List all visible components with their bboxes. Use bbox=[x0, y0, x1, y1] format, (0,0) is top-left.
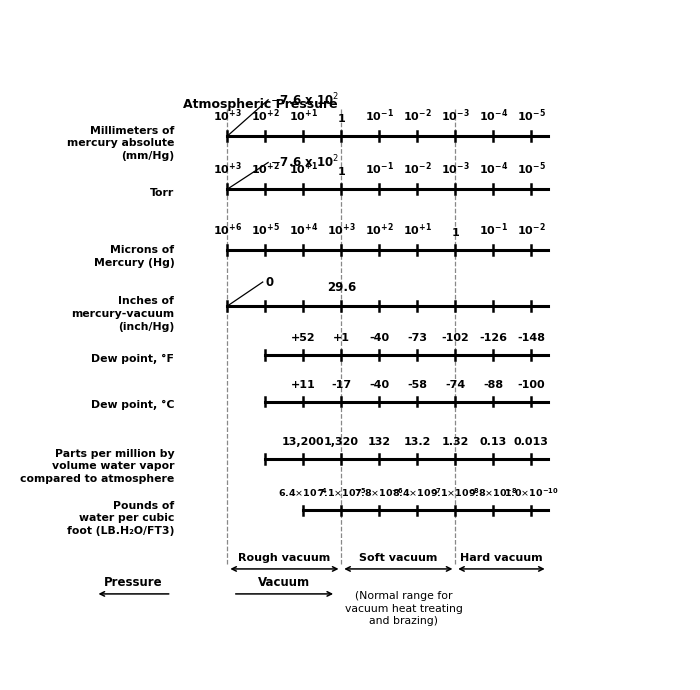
Text: 1.32: 1.32 bbox=[442, 437, 469, 447]
Text: -74: -74 bbox=[445, 380, 466, 390]
Text: $\mathbf{10}^{\mathbf{-1}}$: $\mathbf{10}^{\mathbf{-1}}$ bbox=[365, 161, 394, 177]
Text: 29.6: 29.6 bbox=[327, 282, 356, 294]
Text: Vacuum: Vacuum bbox=[258, 575, 311, 589]
Text: $\mathbf{10}^{\mathbf{+2}}$: $\mathbf{10}^{\mathbf{+2}}$ bbox=[251, 161, 280, 177]
Text: $\mathbf{10}^{\mathbf{+5}}$: $\mathbf{10}^{\mathbf{+5}}$ bbox=[251, 222, 280, 239]
Text: Pounds of
water per cubic
foot (LB.H₂O/FT3): Pounds of water per cubic foot (LB.H₂O/F… bbox=[67, 501, 174, 536]
Text: Atmospheric Pressure: Atmospheric Pressure bbox=[183, 97, 337, 110]
Text: Parts per million by
volume water vapor
compared to atmosphere: Parts per million by volume water vapor … bbox=[20, 448, 174, 484]
Text: 1,320: 1,320 bbox=[324, 437, 359, 447]
Text: 0.013: 0.013 bbox=[514, 437, 549, 447]
Text: Inches of
mercury-vacuum
(inch/Hg): Inches of mercury-vacuum (inch/Hg) bbox=[71, 296, 174, 332]
Text: $\mathbf{10}^{\mathbf{-2}}$: $\mathbf{10}^{\mathbf{-2}}$ bbox=[403, 161, 432, 177]
Text: $\mathbf{6.4}$×$\mathbf{10}^{\mathbf{-4}}$: $\mathbf{6.4}$×$\mathbf{10}^{\mathbf{-4}… bbox=[279, 486, 328, 499]
Text: $\mathbf{9.1}$×$\mathbf{10}^{\mathbf{-8}}$: $\mathbf{9.1}$×$\mathbf{10}^{\mathbf{-8}… bbox=[430, 486, 480, 499]
Text: 1: 1 bbox=[337, 115, 345, 124]
Text: $\mathbf{7.1}$×$\mathbf{10}^{\mathbf{-5}}$: $\mathbf{7.1}$×$\mathbf{10}^{\mathbf{-5}… bbox=[316, 486, 366, 499]
Text: $\mathbf{7.8}$×$\mathbf{10}^{\mathbf{-6}}$: $\mathbf{7.8}$×$\mathbf{10}^{\mathbf{-6}… bbox=[354, 486, 404, 499]
Text: -73: -73 bbox=[407, 333, 427, 343]
Text: Dew point, °C: Dew point, °C bbox=[91, 400, 174, 411]
Text: $\mathbf{10}^{\mathbf{-4}}$: $\mathbf{10}^{\mathbf{-4}}$ bbox=[479, 108, 508, 124]
Text: $\mathbf{10}^{\mathbf{+1}}$: $\mathbf{10}^{\mathbf{+1}}$ bbox=[289, 108, 318, 124]
Text: -126: -126 bbox=[480, 333, 508, 343]
Text: Soft vacuum: Soft vacuum bbox=[359, 553, 438, 563]
Text: $\mathbf{10}^{\mathbf{-5}}$: $\mathbf{10}^{\mathbf{-5}}$ bbox=[517, 108, 546, 124]
Text: -100: -100 bbox=[517, 380, 545, 390]
Text: $\mathbf{10}^{\mathbf{+1}}$: $\mathbf{10}^{\mathbf{+1}}$ bbox=[402, 222, 432, 239]
Text: $\mathbf{8.4}$×$\mathbf{10}^{\mathbf{-7}}$: $\mathbf{8.4}$×$\mathbf{10}^{\mathbf{-7}… bbox=[393, 486, 442, 499]
Text: $\mathbf{10}^{\mathbf{-1}}$: $\mathbf{10}^{\mathbf{-1}}$ bbox=[365, 108, 394, 124]
Text: 1: 1 bbox=[337, 168, 345, 177]
Text: $\mathbf{10}^{\mathbf{+3}}$: $\mathbf{10}^{\mathbf{+3}}$ bbox=[213, 108, 241, 124]
Text: +11: +11 bbox=[291, 380, 316, 390]
Text: $\mathbf{10}^{\mathbf{+3}}$: $\mathbf{10}^{\mathbf{+3}}$ bbox=[327, 222, 356, 239]
Text: Hard vacuum: Hard vacuum bbox=[460, 553, 542, 563]
Text: $\mathbf{1.0}$×$\mathbf{10}^{\mathbf{-10}}$: $\mathbf{1.0}$×$\mathbf{10}^{\mathbf{-10… bbox=[504, 486, 559, 499]
Text: $\mathbf{10}^{\mathbf{+4}}$: $\mathbf{10}^{\mathbf{+4}}$ bbox=[289, 222, 318, 239]
Text: -17: -17 bbox=[331, 380, 351, 390]
Text: $-$7.6 x 10$^2$: $-$7.6 x 10$^2$ bbox=[270, 154, 339, 171]
Text: +1: +1 bbox=[333, 333, 350, 343]
Text: -148: -148 bbox=[517, 333, 545, 343]
Text: -40: -40 bbox=[370, 333, 389, 343]
Text: $\mathbf{10}^{\mathbf{-3}}$: $\mathbf{10}^{\mathbf{-3}}$ bbox=[441, 108, 470, 124]
Text: Rough vacuum: Rough vacuum bbox=[238, 553, 330, 563]
Text: -58: -58 bbox=[407, 380, 427, 390]
Text: (Normal range for
vacuum heat treating
and brazing): (Normal range for vacuum heat treating a… bbox=[345, 591, 463, 626]
Text: $\mathbf{10}^{\mathbf{-1}}$: $\mathbf{10}^{\mathbf{-1}}$ bbox=[479, 222, 507, 239]
Text: $\mathbf{10}^{\mathbf{-5}}$: $\mathbf{10}^{\mathbf{-5}}$ bbox=[517, 161, 546, 177]
Text: 13,200: 13,200 bbox=[282, 437, 325, 447]
Text: $\mathbf{10}^{\mathbf{+6}}$: $\mathbf{10}^{\mathbf{+6}}$ bbox=[213, 222, 242, 239]
Text: $\mathbf{10}^{\mathbf{-4}}$: $\mathbf{10}^{\mathbf{-4}}$ bbox=[479, 161, 508, 177]
Text: Torr: Torr bbox=[150, 188, 174, 198]
Text: Microns of
Mercury (Hg): Microns of Mercury (Hg) bbox=[94, 245, 174, 268]
Text: 132: 132 bbox=[368, 437, 391, 447]
Text: -88: -88 bbox=[483, 380, 503, 390]
Text: $\mathbf{10}^{\mathbf{+3}}$: $\mathbf{10}^{\mathbf{+3}}$ bbox=[213, 161, 241, 177]
Text: -102: -102 bbox=[442, 333, 469, 343]
Text: 0.13: 0.13 bbox=[480, 437, 507, 447]
Text: Millimeters of
mercury absolute
(mm/Hg): Millimeters of mercury absolute (mm/Hg) bbox=[67, 126, 174, 161]
Text: +52: +52 bbox=[291, 333, 316, 343]
Text: -40: -40 bbox=[370, 380, 389, 390]
Text: Pressure: Pressure bbox=[104, 575, 163, 589]
Text: $\mathbf{10}^{\mathbf{+1}}$: $\mathbf{10}^{\mathbf{+1}}$ bbox=[289, 161, 318, 177]
Text: $\mathbf{10}^{\mathbf{+2}}$: $\mathbf{10}^{\mathbf{+2}}$ bbox=[365, 222, 394, 239]
Text: Dew point, °F: Dew point, °F bbox=[92, 353, 174, 364]
Text: 0: 0 bbox=[265, 275, 274, 288]
Text: $-$7.6 x 10$^2$: $-$7.6 x 10$^2$ bbox=[270, 92, 339, 108]
Text: $\mathbf{9.8}$×$\mathbf{10}^{\mathbf{-8}}$: $\mathbf{9.8}$×$\mathbf{10}^{\mathbf{-8}… bbox=[468, 486, 518, 499]
Text: $\mathbf{10}^{\mathbf{-2}}$: $\mathbf{10}^{\mathbf{-2}}$ bbox=[403, 108, 432, 124]
Text: 13.2: 13.2 bbox=[404, 437, 431, 447]
Text: 1: 1 bbox=[452, 228, 459, 239]
Text: $\mathbf{10}^{\mathbf{+2}}$: $\mathbf{10}^{\mathbf{+2}}$ bbox=[251, 108, 280, 124]
Text: $\mathbf{10}^{\mathbf{-3}}$: $\mathbf{10}^{\mathbf{-3}}$ bbox=[441, 161, 470, 177]
Text: $\mathbf{10}^{\mathbf{-2}}$: $\mathbf{10}^{\mathbf{-2}}$ bbox=[517, 222, 546, 239]
